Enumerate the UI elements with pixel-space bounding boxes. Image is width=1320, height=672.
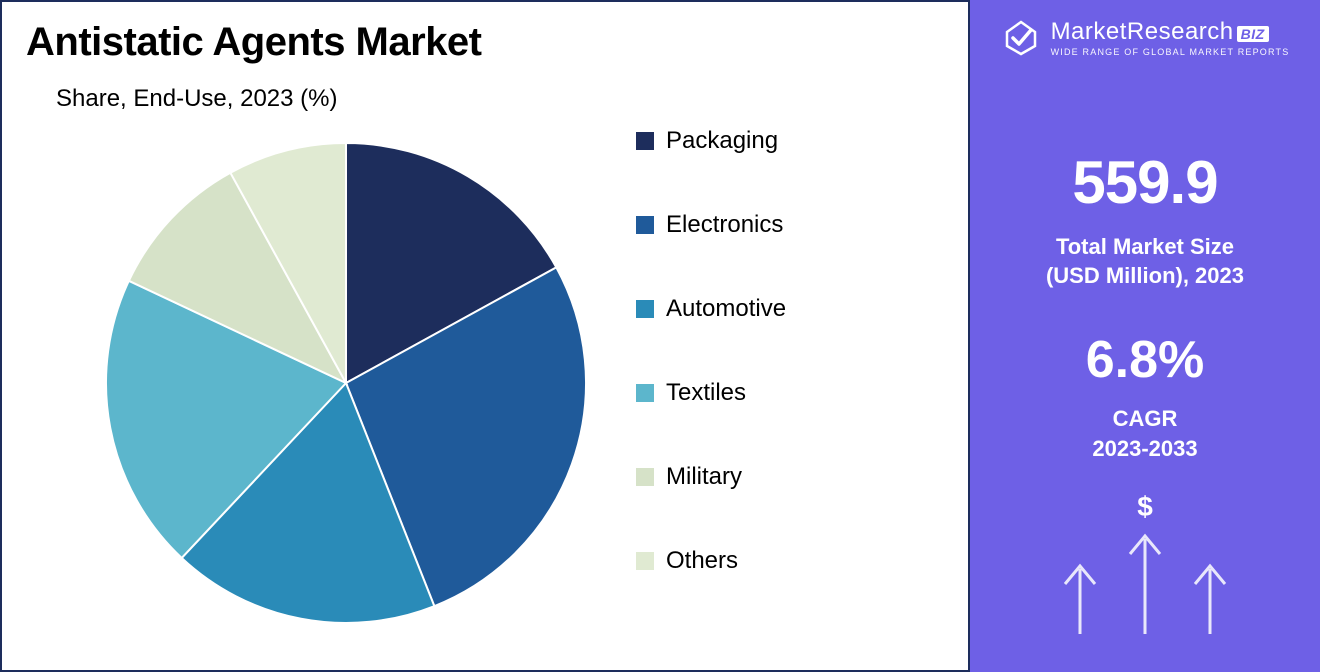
pie-chart-container (86, 123, 606, 643)
legend-label: Military (666, 463, 742, 491)
legend-label: Automotive (666, 295, 786, 323)
logo-icon (1001, 18, 1041, 58)
legend-label: Others (666, 547, 738, 575)
logo-main-text: MarketResearch (1051, 20, 1234, 44)
market-size-label-l2: (USD Million), 2023 (1046, 263, 1244, 288)
legend-swatch (636, 132, 654, 150)
legend-label: Packaging (666, 127, 778, 155)
cagr-label: CAGR 2023-2033 (1092, 404, 1197, 463)
market-size-label-l1: Total Market Size (1056, 234, 1234, 259)
logo-biz-badge: BIZ (1237, 26, 1269, 42)
stats-sidebar: MarketResearch BIZ WIDE RANGE OF GLOBAL … (970, 0, 1320, 672)
legend-label: Textiles (666, 379, 746, 407)
chart-area: Packaging Electronics Automotive Textiles Mi… (26, 123, 944, 643)
chart-panel: Antistatic Agents Market Share, End-Use,… (0, 0, 970, 672)
legend-swatch (636, 468, 654, 486)
legend-swatch (636, 216, 654, 234)
legend-swatch (636, 300, 654, 318)
cagr-label-l1: CAGR (1113, 406, 1178, 431)
market-size-label: Total Market Size (USD Million), 2023 (1046, 233, 1244, 290)
page-title: Antistatic Agents Market (26, 20, 944, 65)
market-size-value: 559.9 (1072, 148, 1217, 217)
cagr-label-l2: 2023-2033 (1092, 436, 1197, 461)
legend-item: Others (636, 547, 786, 575)
logo-tagline: WIDE RANGE OF GLOBAL MARKET REPORTS (1051, 48, 1290, 57)
growth-arrows-icon: $ (1035, 494, 1255, 634)
legend: Packaging Electronics Automotive Textiles Mi… (636, 127, 786, 575)
legend-item: Automotive (636, 295, 786, 323)
legend-item: Packaging (636, 127, 786, 155)
pie-chart (86, 123, 606, 643)
legend-item: Military (636, 463, 786, 491)
chart-subtitle: Share, End-Use, 2023 (%) (56, 85, 944, 113)
legend-swatch (636, 552, 654, 570)
legend-swatch (636, 384, 654, 402)
legend-item: Textiles (636, 379, 786, 407)
brand-logo: MarketResearch BIZ WIDE RANGE OF GLOBAL … (1001, 18, 1290, 58)
legend-label: Electronics (666, 211, 783, 239)
logo-text: MarketResearch BIZ WIDE RANGE OF GLOBAL … (1051, 20, 1290, 57)
dollar-icon: $ (1137, 494, 1153, 522)
logo-main: MarketResearch BIZ (1051, 20, 1290, 44)
cagr-value: 6.8% (1086, 330, 1205, 390)
legend-item: Electronics (636, 211, 786, 239)
